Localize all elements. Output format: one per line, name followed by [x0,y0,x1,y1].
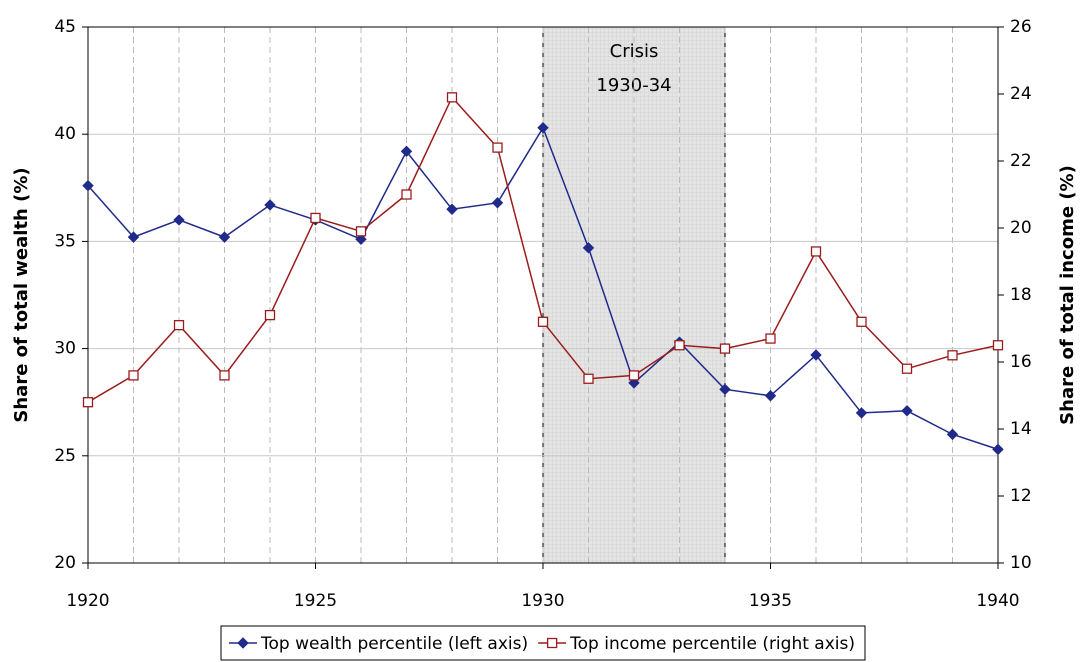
data-point [992,443,1004,456]
data-point [764,390,777,402]
y2-tick-label: 26 [1010,17,1032,37]
data-point [446,92,458,103]
y2-tick-label: 22 [1010,151,1032,171]
data-point [583,373,594,384]
data-point [674,340,685,351]
x-tick-label: 1940 [976,591,1019,611]
data-point [492,142,503,153]
data-point [310,212,321,224]
plot-frame [87,26,999,564]
x-tick-label: 1930 [521,591,564,611]
legend-marker [237,637,249,649]
data-point [765,333,776,344]
y2-tick-label: 18 [1010,285,1032,305]
y2-tick-label: 20 [1010,218,1032,238]
data-point [400,145,413,158]
data-point [537,316,549,327]
y-tick-label: 20 [54,553,76,573]
data-point [856,316,867,327]
y2-tick-label: 14 [1010,419,1032,439]
data-point [82,179,94,192]
y-tick-label: 25 [54,446,76,466]
y-tick-label: 30 [54,339,76,359]
y-tick-label: 45 [54,17,76,37]
legend-marker [546,637,558,649]
y2-tick-label: 12 [1010,486,1032,506]
data-point [947,350,958,361]
crisis-label: 1930-34 [596,75,671,96]
data-point [491,197,504,209]
y2-tick-label: 24 [1010,84,1032,104]
y2-tick-label: 10 [1010,553,1032,573]
data-point [719,383,731,396]
data-point [946,428,959,441]
data-point [173,319,185,331]
data-point [173,214,185,226]
data-point [127,231,140,243]
y2-axis-title: Share of total income (%) [1057,165,1078,425]
data-point [537,122,549,134]
x-tick-label: 1925 [294,591,337,611]
data-point [901,405,913,417]
data-point [264,199,276,211]
y2-tick-label: 16 [1010,352,1032,372]
data-point [218,231,231,243]
y-tick-label: 35 [54,231,76,251]
data-point [628,370,640,381]
data-point [992,340,1004,351]
data-point [810,349,822,361]
y-tick-label: 40 [54,124,76,144]
data-point [355,233,367,245]
data-point [719,343,731,354]
data-point [401,189,412,200]
y-axis-title: Share of total wealth (%) [11,167,32,422]
legend-label: Top wealth percentile (left axis) [260,634,528,654]
data-point [219,370,230,381]
data-point [855,407,868,419]
data-point [82,397,94,408]
data-point [264,309,276,321]
data-point [810,246,822,257]
data-point [355,226,367,237]
data-point [128,370,139,381]
data-point [901,363,913,374]
x-tick-label: 1935 [749,591,792,611]
x-tick-label: 1920 [66,591,109,611]
data-point [446,203,458,215]
legend-label: Top income percentile (right axis) [569,634,855,654]
data-point [582,242,595,254]
crisis-band [542,26,726,564]
